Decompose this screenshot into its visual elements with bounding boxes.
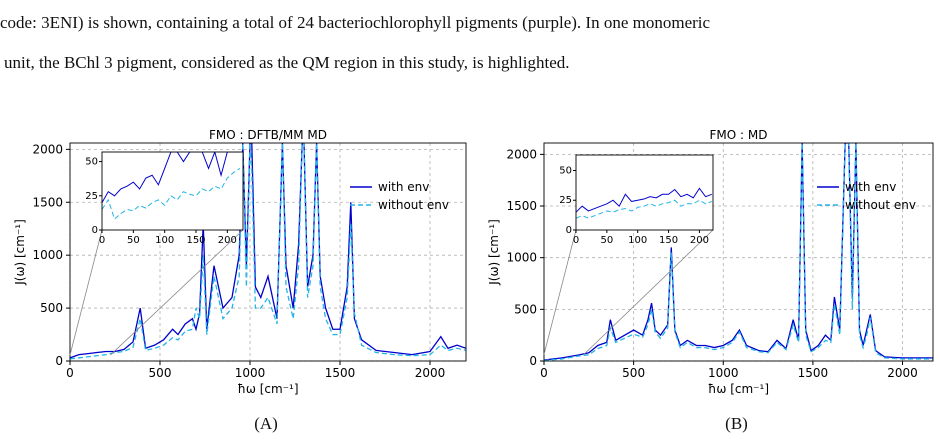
inset-x-tick-label: 200: [690, 235, 709, 246]
legend-label: without env: [378, 198, 449, 212]
inset-x-tick-label: 0: [573, 235, 579, 246]
y-tick-label: 1000: [506, 251, 537, 265]
y-axis-label: J(ω) [cm⁻¹]: [13, 219, 27, 286]
legend-label: with env: [845, 180, 896, 194]
caption-line: code: 3ENI) is shown, containing a total…: [0, 13, 710, 32]
inset-x-tick-label: 50: [127, 235, 140, 246]
x-tick-label: 0: [540, 366, 548, 380]
zoom-connector: [543, 229, 577, 355]
y-tick-label: 500: [514, 302, 537, 316]
x-tick-label: 2000: [887, 366, 918, 380]
zoom-connector: [69, 229, 103, 356]
series-line: [102, 168, 241, 220]
inset-frame: [101, 151, 244, 231]
x-tick-label: 2000: [415, 366, 446, 380]
series-line: [576, 199, 712, 219]
inset-y-tick-label: 0: [92, 225, 98, 236]
inset-x-tick-label: 100: [628, 235, 647, 246]
y-tick-label: 1500: [32, 195, 63, 209]
inset-x-tick-label: 150: [659, 235, 678, 246]
x-tick-label: 500: [622, 366, 645, 380]
x-tick-label: 500: [149, 366, 172, 380]
y-tick-label: 2000: [506, 147, 537, 161]
legend-label: without env: [845, 198, 916, 212]
x-tick-label: 1000: [235, 366, 266, 380]
series-line: [70, 143, 466, 360]
inset-y-tick-label: 25: [85, 191, 98, 202]
panel-label: (A): [254, 414, 278, 433]
x-tick-label: 1500: [325, 366, 356, 380]
inset-y-tick-label: 50: [85, 157, 98, 168]
inset-x-tick-label: 200: [218, 235, 237, 246]
x-tick-label: 0: [66, 366, 74, 380]
caption-line: unit, the BChl 3 pigment, considered as …: [4, 53, 570, 72]
series-line: [544, 143, 933, 361]
inset-y-tick-label: 25: [559, 195, 572, 206]
series-line: [70, 143, 466, 359]
x-axis-label: ħω [cm⁻¹]: [708, 382, 769, 396]
inset-frame: [575, 154, 714, 231]
x-tick-label: 1500: [798, 366, 829, 380]
y-tick-label: 500: [40, 301, 63, 315]
inset-x-tick-label: 100: [155, 235, 174, 246]
legend-label: with env: [378, 180, 429, 194]
inset-x-tick-label: 0: [99, 235, 105, 246]
x-tick-label: 1000: [708, 366, 739, 380]
zoom-connector: [110, 229, 244, 356]
x-axis-label: ħω [cm⁻¹]: [238, 382, 299, 396]
series-line: [576, 187, 712, 213]
y-axis-label: J(ω) [cm⁻¹]: [487, 219, 501, 286]
y-tick-label: 0: [529, 354, 537, 368]
inset-x-tick-label: 50: [600, 235, 613, 246]
inset-y-tick-label: 0: [566, 225, 572, 236]
chart-title: FMO : MD: [710, 128, 768, 142]
axes-frame: [543, 142, 934, 362]
panel-label: (B): [725, 414, 748, 433]
y-tick-label: 0: [55, 354, 63, 368]
y-tick-label: 2000: [32, 142, 63, 156]
chart-title: FMO : DFTB/MM MD: [209, 128, 327, 142]
y-tick-label: 1000: [32, 248, 63, 262]
inset-y-tick-label: 50: [559, 165, 572, 176]
y-tick-label: 1500: [506, 199, 537, 213]
inset-background: [576, 155, 713, 230]
series-line: [544, 143, 933, 361]
zoom-connector: [583, 229, 714, 355]
series-line: [102, 152, 240, 203]
axes-frame: [69, 142, 467, 362]
inset-x-tick-label: 150: [186, 235, 205, 246]
inset-background: [102, 152, 243, 230]
